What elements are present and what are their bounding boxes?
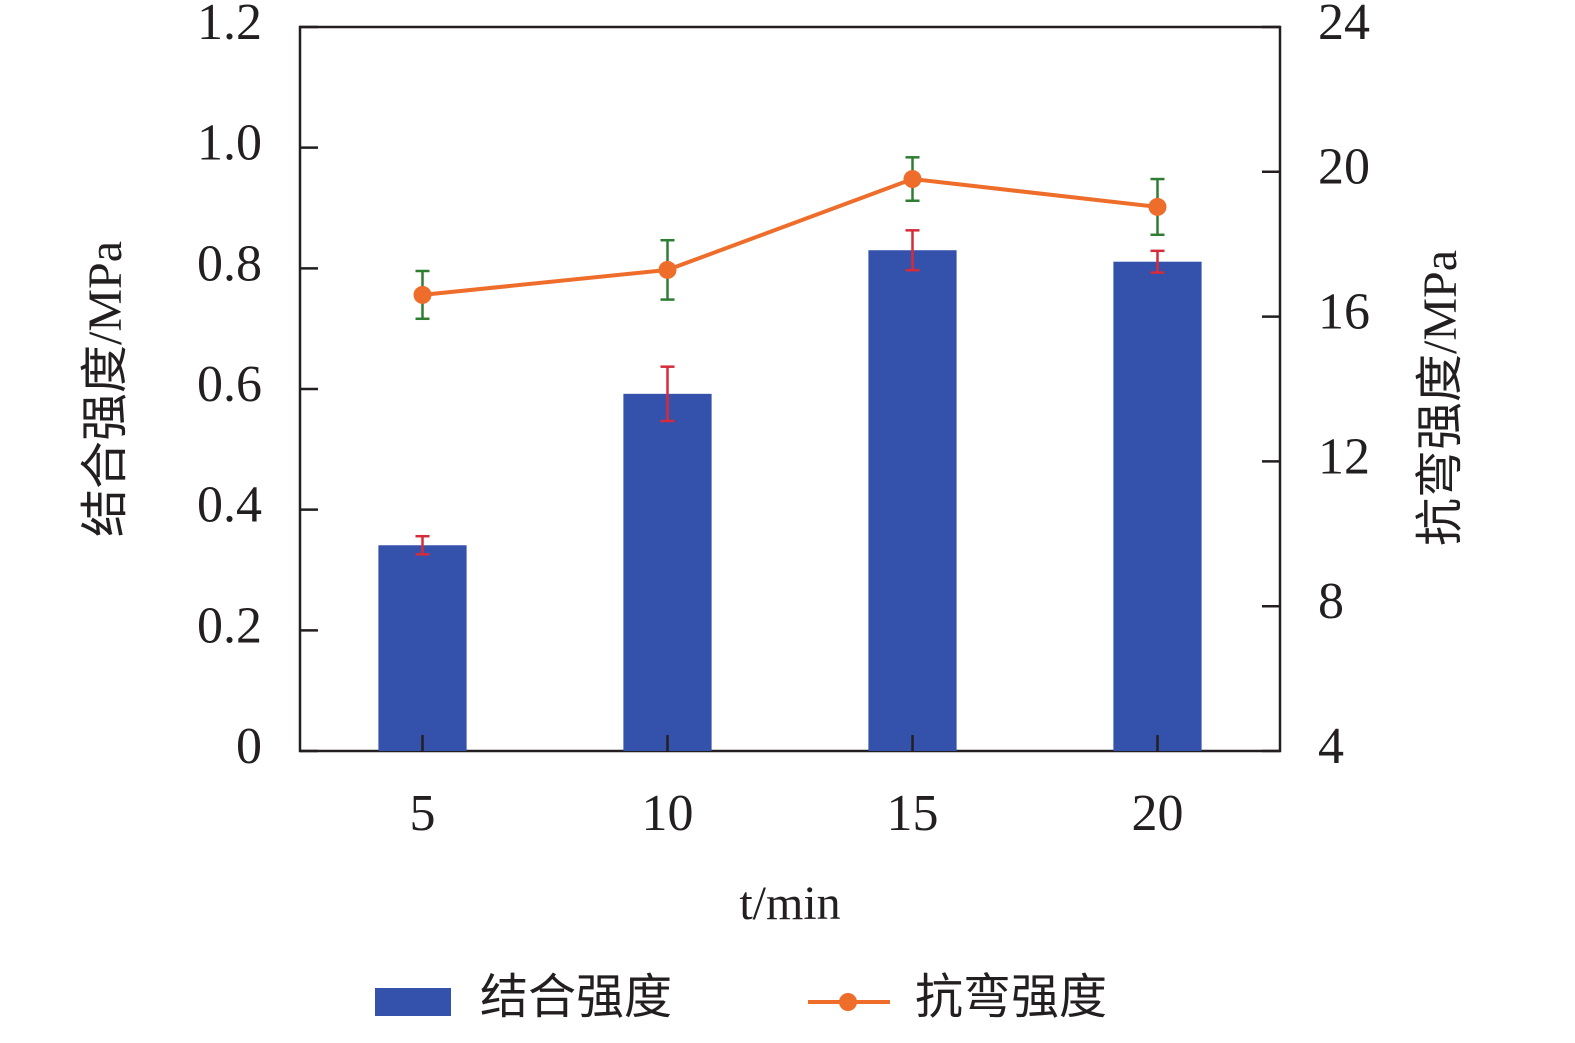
bar (623, 393, 712, 751)
line-point (1148, 197, 1167, 216)
x-tick-label: 10 (642, 785, 694, 842)
y2-tick-label: 4 (1318, 718, 1344, 775)
y-tick-label: 0.4 (197, 477, 262, 534)
x-tick-label: 20 (1132, 785, 1184, 842)
x-tick-label: 15 (887, 785, 939, 842)
y-tick-label: 1.2 (197, 0, 262, 51)
y2-tick-label: 20 (1318, 139, 1370, 196)
x-tick-label: 5 (410, 785, 436, 842)
line-point (658, 260, 677, 279)
y-tick-label: 1.0 (197, 115, 262, 172)
y2-axis-label: 抗弯强度/MPa (1414, 250, 1467, 546)
y-axis-label: 结合强度/MPa (79, 241, 132, 537)
y2-tick-label: 24 (1318, 0, 1370, 51)
y2-tick-label: 16 (1318, 284, 1370, 341)
y-tick-label: 0.2 (197, 597, 262, 654)
line-point (903, 170, 922, 189)
x-axis-label: t/min (739, 877, 840, 930)
bar (378, 545, 467, 751)
bar (1113, 261, 1202, 751)
legend-swatch (839, 993, 857, 1011)
legend-label: 抗弯强度 (915, 971, 1107, 1024)
legend-swatch (375, 988, 451, 1016)
y2-tick-label: 8 (1318, 573, 1344, 630)
y-tick-label: 0 (236, 718, 262, 775)
bar (868, 250, 957, 751)
y-tick-label: 0.6 (197, 356, 262, 413)
y2-tick-label: 12 (1318, 428, 1370, 485)
line (422, 176, 1158, 297)
legend-label: 结合强度 (480, 971, 672, 1024)
y-tick-label: 0.8 (197, 235, 262, 292)
line-point (413, 285, 432, 304)
